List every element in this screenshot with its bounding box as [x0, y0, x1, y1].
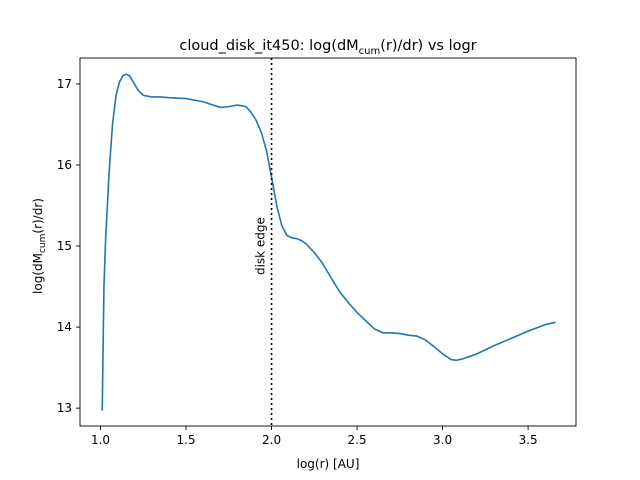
y-tick-label: 13 — [57, 401, 72, 415]
title-suffix: (r)/dr) vs logr — [380, 38, 476, 54]
ylabel-prefix: log(dM — [31, 253, 45, 294]
chart-title: cloud_disk_it450: log(dMcum(r)/dr) vs lo… — [179, 38, 476, 57]
x-tick-label: 2.0 — [262, 433, 281, 447]
y-tick-label: 17 — [57, 77, 72, 91]
x-tick-label: 3.5 — [519, 433, 538, 447]
x-axis-label: log(r) [AU] — [297, 457, 360, 471]
x-tick-label: 3.0 — [433, 433, 452, 447]
y-tick-label: 16 — [57, 158, 72, 172]
y-tick-label: 15 — [57, 239, 72, 253]
plot-area: disk edge 1.0 1.5 2.0 2.5 3.0 3.5 13 14 15 16 17 — [57, 57, 577, 447]
disk-edge-label: disk edge — [254, 217, 268, 275]
x-tick-label: 2.5 — [348, 433, 367, 447]
y-tick-label: 14 — [57, 320, 72, 334]
plot-frame — [79, 57, 577, 427]
ylabel-sub: cum — [38, 234, 48, 253]
y-axis-label: log(dMcum(r)/dr) — [31, 198, 48, 294]
title-sub: cum — [359, 46, 381, 57]
x-tick-label: 1.5 — [176, 433, 195, 447]
x-tick-label: 1.0 — [91, 433, 110, 447]
series-line-0 — [101, 73, 556, 411]
ylabel-suffix: (r)/dr) — [31, 198, 45, 234]
title-prefix: cloud_disk_it450: log(dM — [179, 38, 358, 54]
